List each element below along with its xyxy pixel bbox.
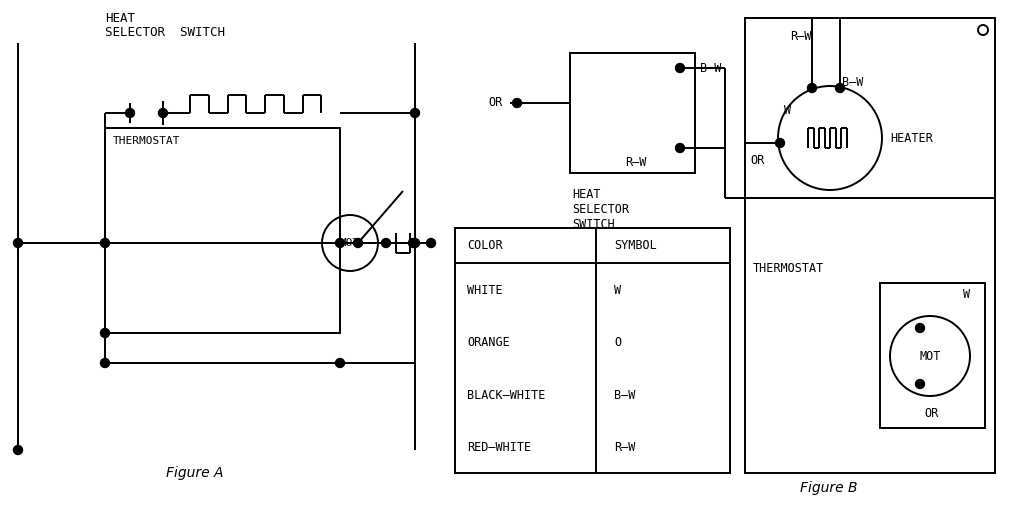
Text: MOT: MOT bbox=[920, 350, 941, 363]
Circle shape bbox=[13, 238, 22, 247]
Circle shape bbox=[776, 139, 785, 147]
Text: THERMOSTAT: THERMOSTAT bbox=[113, 136, 180, 146]
Circle shape bbox=[126, 109, 135, 117]
Text: HEAT: HEAT bbox=[572, 188, 600, 201]
Text: W: W bbox=[963, 288, 970, 301]
Text: SELECTOR: SELECTOR bbox=[572, 203, 629, 216]
Text: B–W: B–W bbox=[842, 77, 863, 89]
Text: OR: OR bbox=[488, 97, 502, 110]
Text: SWITCH: SWITCH bbox=[572, 218, 614, 231]
Text: R–W: R–W bbox=[614, 441, 636, 454]
Text: COLOR: COLOR bbox=[467, 239, 503, 252]
Circle shape bbox=[916, 324, 925, 333]
Text: SELECTOR  SWITCH: SELECTOR SWITCH bbox=[105, 26, 225, 40]
Circle shape bbox=[381, 238, 390, 247]
Bar bbox=[745, 18, 995, 473]
Circle shape bbox=[354, 238, 362, 247]
Text: OR: OR bbox=[750, 154, 765, 168]
Bar bbox=[105, 128, 340, 333]
Text: MOT: MOT bbox=[340, 238, 360, 248]
Circle shape bbox=[336, 238, 345, 247]
Text: B–W: B–W bbox=[614, 389, 636, 402]
Text: BLACK–WHITE: BLACK–WHITE bbox=[467, 389, 546, 402]
Circle shape bbox=[100, 238, 110, 247]
Text: ORANGE: ORANGE bbox=[467, 336, 510, 350]
Text: THERMOSTAT: THERMOSTAT bbox=[753, 262, 824, 275]
Circle shape bbox=[158, 109, 167, 117]
Text: O: O bbox=[614, 336, 622, 350]
Text: Figure B: Figure B bbox=[800, 481, 858, 495]
Text: Figure A: Figure A bbox=[166, 466, 224, 480]
Text: WHITE: WHITE bbox=[467, 284, 503, 297]
Circle shape bbox=[512, 99, 521, 108]
Circle shape bbox=[836, 83, 845, 92]
Circle shape bbox=[13, 446, 22, 455]
Circle shape bbox=[411, 238, 420, 247]
Circle shape bbox=[427, 238, 435, 247]
Circle shape bbox=[411, 109, 420, 117]
Circle shape bbox=[675, 143, 684, 152]
Circle shape bbox=[100, 329, 110, 337]
Text: HEAT: HEAT bbox=[105, 12, 135, 24]
Bar bbox=[880, 283, 985, 428]
Circle shape bbox=[336, 359, 345, 367]
Text: W: W bbox=[614, 284, 622, 297]
Text: W: W bbox=[784, 104, 791, 116]
Circle shape bbox=[409, 238, 418, 247]
Circle shape bbox=[916, 379, 925, 389]
Text: RED–WHITE: RED–WHITE bbox=[467, 441, 531, 454]
Circle shape bbox=[807, 83, 816, 92]
Text: B–W: B–W bbox=[700, 61, 721, 75]
Circle shape bbox=[100, 359, 110, 367]
Text: HEATER: HEATER bbox=[890, 132, 933, 144]
Circle shape bbox=[675, 64, 684, 73]
Text: R–W: R–W bbox=[790, 30, 811, 43]
Text: OR: OR bbox=[924, 407, 938, 420]
Text: SYMBOL: SYMBOL bbox=[614, 239, 657, 252]
Circle shape bbox=[977, 25, 988, 35]
Bar bbox=[455, 228, 730, 473]
Bar bbox=[570, 53, 695, 173]
Text: R–W: R–W bbox=[625, 155, 646, 169]
